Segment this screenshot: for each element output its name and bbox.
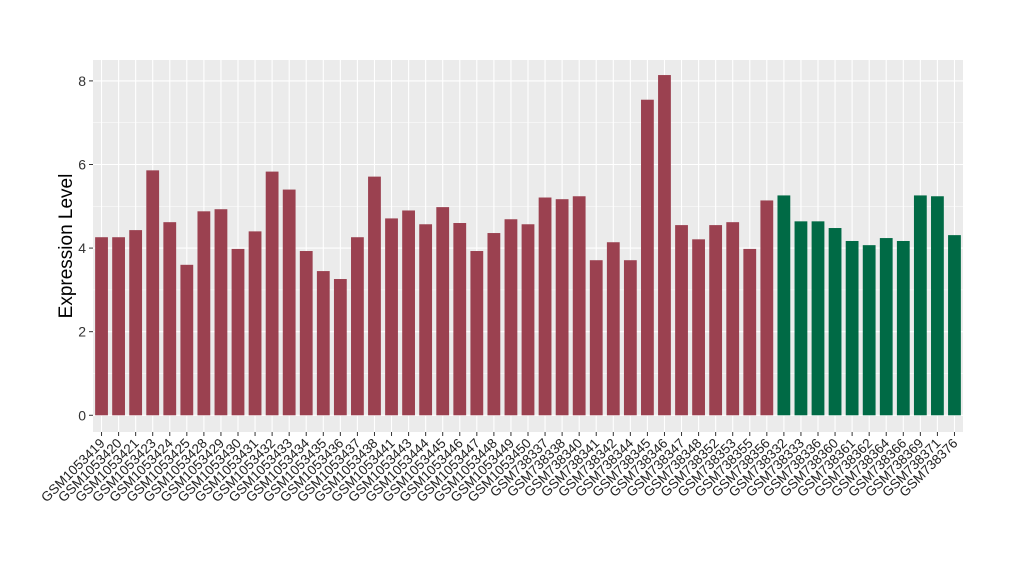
y-tick-label: 8 xyxy=(78,73,86,89)
bar-GSM1053447 xyxy=(470,251,484,416)
bar-GSM1053443 xyxy=(402,210,415,416)
bar-GSM1053431 xyxy=(248,231,262,416)
bar-GSM738341 xyxy=(589,260,603,416)
bar-GSM1053424 xyxy=(163,222,177,416)
bar-GSM1053449 xyxy=(504,219,518,416)
bar-GSM738338 xyxy=(555,199,569,416)
bar-GSM738361 xyxy=(845,240,859,416)
bar-GSM1053438 xyxy=(368,176,381,416)
bar-GSM738371 xyxy=(931,196,944,416)
bar-GSM1053433 xyxy=(282,189,296,416)
bar-GSM1053430 xyxy=(231,248,245,416)
bar-GSM738364 xyxy=(879,238,893,416)
bar-GSM738336 xyxy=(811,221,825,416)
bar-GSM1053421 xyxy=(129,230,143,416)
y-tick-label: 4 xyxy=(78,240,86,256)
bar-GSM738337 xyxy=(538,197,552,416)
bar-GSM738344 xyxy=(623,260,637,416)
bar-GSM1053441 xyxy=(385,218,398,416)
bar-GSM738360 xyxy=(828,228,842,416)
bar-GSM1053428 xyxy=(197,211,211,416)
bar-GSM738366 xyxy=(896,240,910,416)
y-axis-label: Expression Level xyxy=(56,174,77,319)
bar-GSM1053419 xyxy=(95,237,108,416)
bar-GSM738355 xyxy=(743,248,757,416)
bar-GSM738332 xyxy=(777,195,791,416)
y-tick-label: 6 xyxy=(78,156,86,172)
bar-GSM1053444 xyxy=(419,224,433,416)
bar-GSM738345 xyxy=(641,99,654,416)
bar-GSM738353 xyxy=(726,222,740,416)
bar-GSM738369 xyxy=(913,195,927,416)
bar-GSM1053434 xyxy=(299,251,313,416)
bar-GSM738356 xyxy=(760,200,774,416)
bar-GSM1053429 xyxy=(214,209,228,416)
bar-GSM738340 xyxy=(572,196,586,416)
bar-GSM738348 xyxy=(692,239,705,416)
bar-GSM1053450 xyxy=(521,224,535,416)
bar-GSM1053446 xyxy=(453,223,467,416)
bar-GSM738376 xyxy=(948,235,961,416)
bar-GSM1053432 xyxy=(265,171,279,416)
bar-GSM1053445 xyxy=(436,207,450,416)
bar-GSM1053435 xyxy=(316,271,330,416)
bar-GSM738362 xyxy=(862,245,876,416)
bar-GSM1053420 xyxy=(112,237,125,416)
bar-GSM738352 xyxy=(709,225,723,416)
bar-GSM738342 xyxy=(606,242,620,416)
y-tick-label: 0 xyxy=(78,407,86,423)
bar-GSM738347 xyxy=(675,225,688,416)
bar-GSM738346 xyxy=(658,75,671,416)
bar-GSM1053437 xyxy=(351,237,364,416)
bar-GSM1053425 xyxy=(180,264,194,416)
y-tick-label: 2 xyxy=(78,324,86,340)
bar-GSM1053436 xyxy=(333,279,347,416)
bar-GSM738333 xyxy=(794,221,808,416)
bar-GSM1053448 xyxy=(487,233,501,416)
bar-GSM1053423 xyxy=(146,170,160,416)
